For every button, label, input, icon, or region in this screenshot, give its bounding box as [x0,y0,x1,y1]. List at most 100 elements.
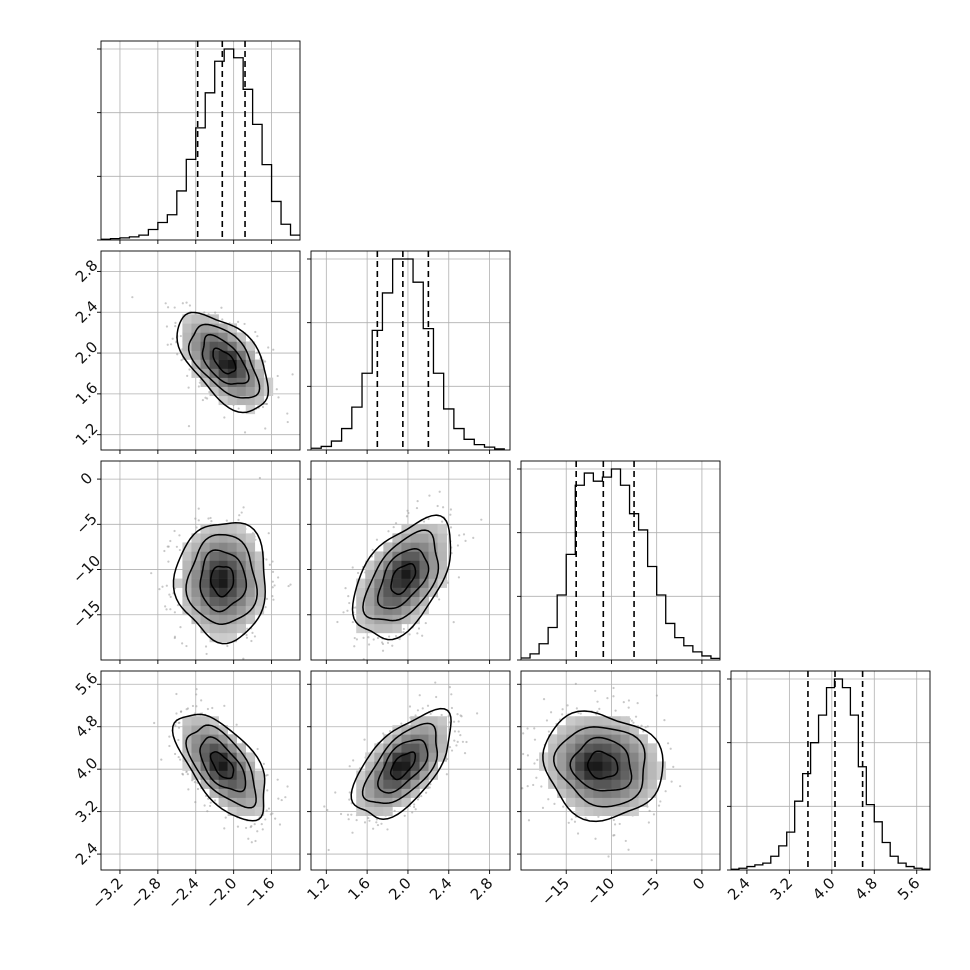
y-tick-label: 4.8 [72,712,102,742]
density-cell [410,551,420,561]
density-cell [200,578,210,588]
density-cell [254,788,265,798]
scatter-point [632,721,635,724]
y-tick-label: 2.4 [72,839,102,869]
density-cell [356,623,366,634]
density-cell [182,761,192,771]
density-cell [227,377,237,387]
x-tick-label: −3.2 [88,874,126,912]
density-cell [392,743,402,753]
density-cell [191,752,201,762]
scatter-point [613,833,616,837]
density-cell [566,743,576,753]
scatter-point [186,772,189,776]
scatter-point [553,802,556,805]
density-cell [236,806,247,817]
scatter-point [240,511,243,514]
density-cell [566,788,576,798]
panel-2-1 [307,460,511,664]
density-cell [218,323,228,333]
density-cell [629,806,639,817]
histogram-step [731,678,930,870]
scatter-point [164,302,167,305]
density-cell [191,542,201,552]
density-cell [374,605,384,616]
density-cell [401,614,411,625]
density-cell [200,560,210,570]
density-cell [236,605,247,616]
density-cell [191,716,201,726]
density-cell [182,551,192,561]
scatter-point [185,708,188,711]
scatter-point [280,798,283,802]
x-tick-label: 4.8 [852,874,882,904]
density-cell [584,716,594,726]
density-cell [209,560,219,570]
scatter-point [291,373,294,376]
scatter-point [522,732,525,735]
density-cell [227,605,237,616]
density-cell [383,569,393,579]
scatter-point [669,747,672,750]
scatter-point [272,598,275,601]
scatter-point [347,595,350,598]
scatter-point [391,644,394,647]
density-cell [254,395,265,406]
scatter-point [220,306,223,309]
density-cell [575,734,585,744]
scatter-point [210,519,213,523]
scatter-point [221,318,224,321]
density-cell [182,323,192,333]
scatter-point [181,302,184,305]
scatter-point [158,588,161,591]
scatter-point [206,810,209,813]
scatter-point [286,412,289,415]
scatter-point [263,402,267,406]
scatter-point [562,805,565,808]
density-cell [356,806,366,817]
scatter-point [418,694,421,697]
scatter-point [271,594,274,598]
density-cell [245,752,256,762]
density-cell [236,797,247,807]
contour-level-4 [176,311,270,414]
scatter-point [535,776,538,779]
scatter-point [169,608,172,611]
y-tick-label: 2.8 [72,256,102,286]
scatter-point [153,721,156,725]
scatter-point [195,705,198,708]
scatter-point [175,692,178,696]
density-cell [401,551,411,561]
scatter-point [265,597,269,601]
density-cell [383,623,393,634]
density-cell [263,377,274,387]
density-cell [548,743,558,753]
density-cell [584,806,594,817]
density-cell [200,770,210,780]
density-cell [236,350,247,360]
density-cell [209,533,219,543]
density-cell [383,797,393,807]
density-cell [191,578,201,588]
scatter-point [350,813,353,816]
scatter-point [574,682,577,686]
scatter-point [458,534,461,537]
scatter-point [278,823,282,826]
scatter-point [177,755,180,759]
scatter-point [268,563,271,566]
density-cell [200,752,210,762]
contours [542,710,664,823]
density-cell [548,752,558,762]
scatter-point [237,407,240,410]
scatter-point [386,828,389,831]
scatter-point [416,709,420,712]
density-cell [236,578,247,588]
scatter-point [459,734,462,737]
scatter-point [464,539,467,542]
density-cell [401,761,411,771]
scatter-point [351,831,354,834]
density-cell [557,788,567,798]
density-cell [209,359,219,369]
density-cell [383,542,393,552]
density-cell [629,779,639,789]
